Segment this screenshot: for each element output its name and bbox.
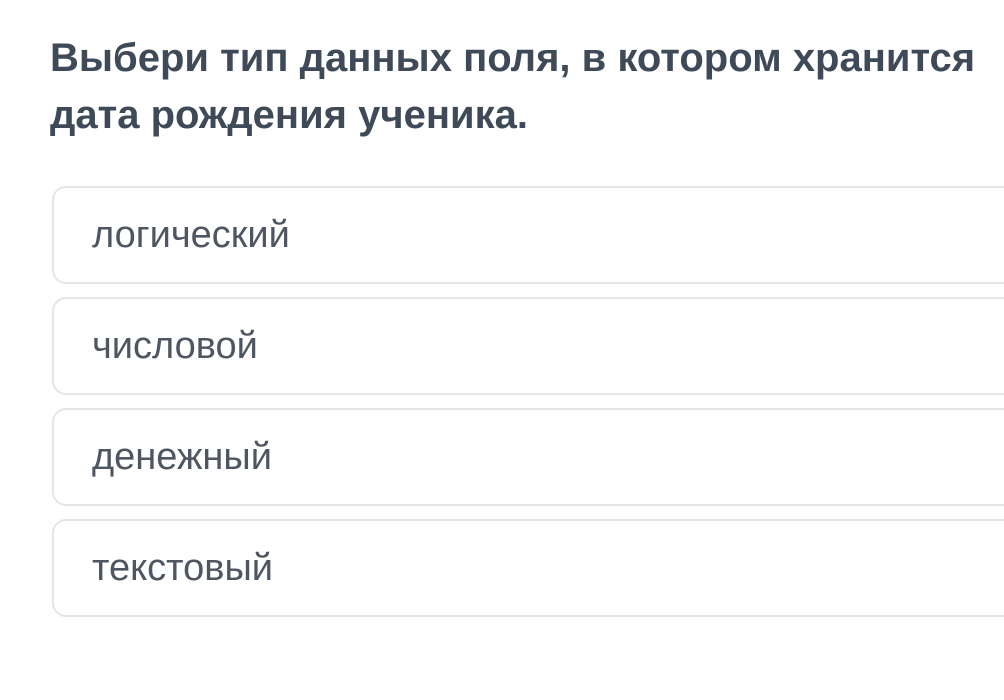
answer-option-label: логический: [92, 213, 290, 256]
question-text: Выбери тип данных поля, в котором хранит…: [50, 30, 975, 144]
answer-option-chislovoy[interactable]: числовой: [52, 297, 1004, 395]
answer-option-denezhnyy[interactable]: денежный: [52, 408, 1004, 506]
question-line-1: Выбери тип данных поля, в котором хранит…: [50, 36, 976, 80]
answer-options-list: логический числовой денежный текстовый: [52, 186, 1004, 630]
answer-option-label: денежный: [92, 435, 272, 478]
answer-option-label: числовой: [92, 324, 258, 367]
question-line-2: дата рождения ученика.: [50, 93, 528, 137]
answer-option-tekstovyy[interactable]: текстовый: [52, 519, 1004, 617]
answer-option-logicheskiy[interactable]: логический: [52, 186, 1004, 284]
answer-option-label: текстовый: [92, 546, 274, 589]
